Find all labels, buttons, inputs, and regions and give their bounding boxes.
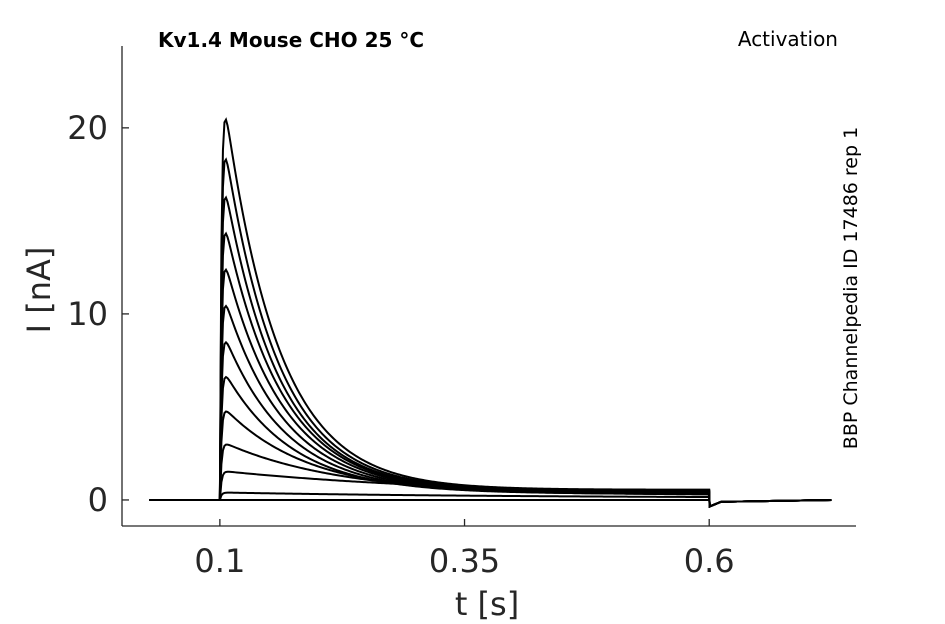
- x-tick-label: 0.35: [429, 542, 500, 580]
- current-trace: [149, 498, 832, 508]
- chart-subtitle: Activation: [738, 27, 838, 51]
- current-trace: [149, 195, 832, 508]
- y-axis-label: I [nA]: [20, 247, 58, 334]
- x-tick-label: 0.1: [194, 542, 245, 580]
- current-trace: [149, 117, 832, 508]
- current-trace: [149, 304, 832, 508]
- traces-group: [149, 117, 832, 508]
- y-tick-label: 0: [88, 481, 108, 519]
- y-tick-label: 20: [67, 109, 108, 147]
- x-ticks: 0.1 0.35 0.6: [194, 519, 735, 580]
- x-axis-label: t [s]: [455, 585, 519, 623]
- y-tick-label: 10: [67, 295, 108, 333]
- x-tick-label: 0.6: [684, 542, 735, 580]
- chart-title: Kv1.4 Mouse CHO 25 °C: [158, 28, 424, 52]
- current-trace: [149, 491, 832, 508]
- current-trace: [149, 443, 832, 508]
- y-ticks: 0 10 20: [67, 109, 129, 519]
- side-label: BBP Channelpedia ID 17486 rep 1: [840, 127, 862, 449]
